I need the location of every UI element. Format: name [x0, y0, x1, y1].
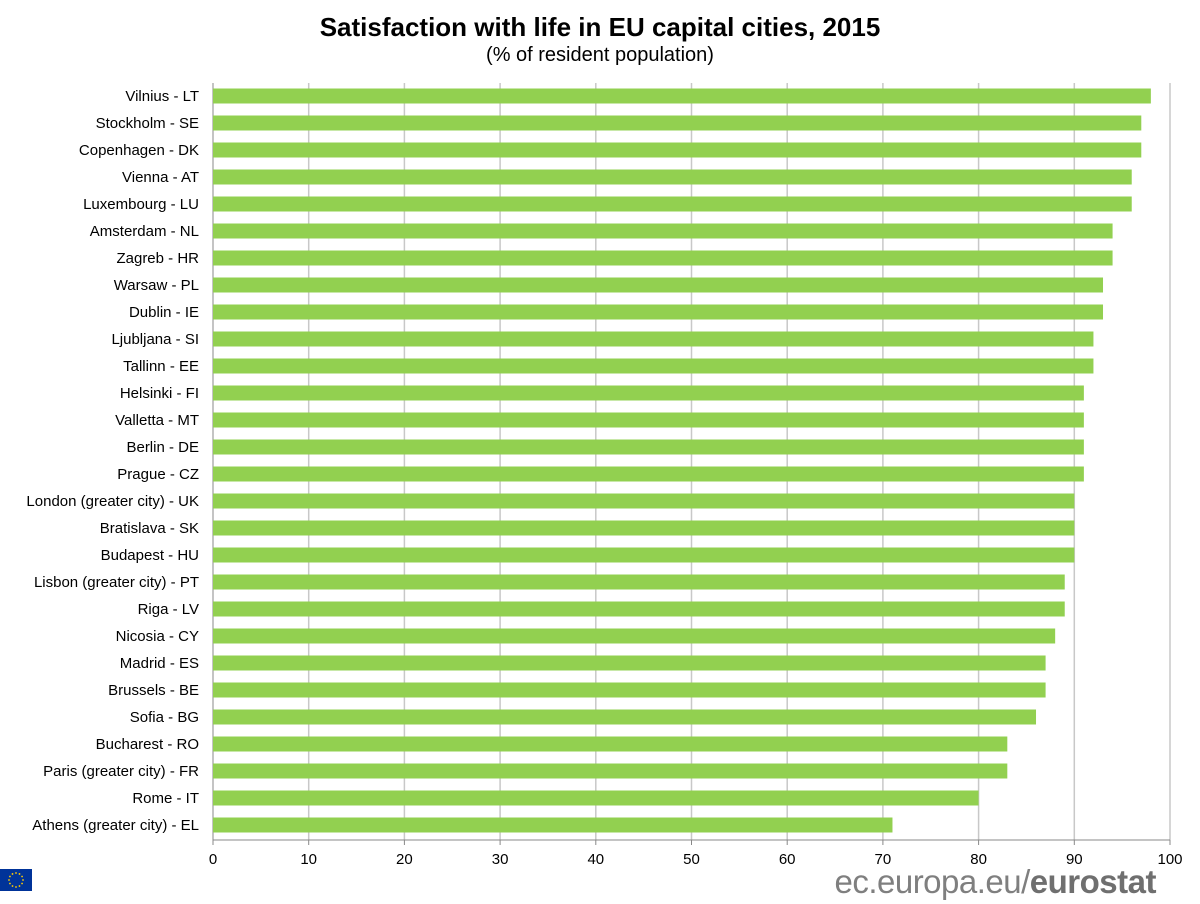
- x-tick-label: 60: [779, 851, 796, 868]
- category-label: Madrid - ES: [120, 655, 199, 672]
- source-footer: ec.europa.eu/eurostat: [834, 862, 1156, 902]
- category-label: Dublin - IE: [129, 304, 199, 321]
- category-label: Zagreb - HR: [116, 250, 199, 267]
- source-prefix: ec.europa.eu/: [834, 863, 1030, 900]
- star-icon: [11, 885, 14, 887]
- category-label: Paris (greater city) - FR: [43, 763, 199, 780]
- category-label: Bucharest - RO: [96, 736, 199, 753]
- x-tick-label: 0: [209, 851, 217, 868]
- x-tick-label: 20: [396, 851, 413, 868]
- x-tick-label: 70: [875, 851, 892, 868]
- star-icon: [21, 882, 23, 885]
- bar: [213, 574, 1065, 590]
- x-tick-label: 90: [1066, 851, 1083, 868]
- x-tick-label: 40: [587, 851, 604, 868]
- bar: [213, 817, 893, 833]
- star-icon: [21, 875, 23, 878]
- category-label: Bratislava - SK: [100, 520, 199, 537]
- bar: [213, 682, 1046, 698]
- bar: [213, 709, 1037, 725]
- bar: [213, 196, 1132, 212]
- category-label: Riga - LV: [138, 601, 199, 618]
- category-label: London (greater city) - UK: [26, 493, 199, 510]
- category-label: Budapest - HU: [101, 547, 199, 564]
- bar: [213, 358, 1094, 374]
- category-label: Valletta - MT: [115, 412, 199, 429]
- bar: [213, 601, 1065, 617]
- bar: [213, 628, 1056, 644]
- category-label: Nicosia - CY: [116, 628, 199, 645]
- category-label: Sofia - BG: [130, 709, 199, 726]
- x-tick-label: 80: [970, 851, 987, 868]
- bar: [213, 466, 1084, 482]
- bar: [213, 736, 1008, 752]
- category-label: Tallinn - EE: [123, 358, 199, 375]
- category-label: Prague - CZ: [117, 466, 199, 483]
- x-tick-label: 30: [492, 851, 509, 868]
- bar: [213, 493, 1075, 509]
- star-icon: [11, 873, 14, 875]
- category-label: Brussels - BE: [108, 682, 199, 699]
- bar: [213, 223, 1113, 239]
- category-label: Warsaw - PL: [114, 277, 199, 294]
- category-label: Vienna - AT: [122, 169, 199, 186]
- bar: [213, 331, 1094, 347]
- bar: [213, 520, 1075, 536]
- category-label: Copenhagen - DK: [79, 142, 199, 159]
- category-label: Rome - IT: [132, 790, 199, 807]
- star-icon: [15, 872, 17, 874]
- bar: [213, 439, 1084, 455]
- star-icon: [18, 873, 21, 875]
- bar: [213, 655, 1046, 671]
- star-icon: [18, 885, 21, 887]
- x-tick-label: 10: [300, 851, 317, 868]
- category-label: Lisbon (greater city) - PT: [34, 574, 199, 591]
- x-tick-label: 50: [683, 851, 700, 868]
- chart-title: Satisfaction with life in EU capital cit…: [319, 12, 881, 42]
- category-label: Helsinki - FI: [120, 385, 199, 402]
- star-icon: [22, 879, 24, 881]
- category-label: Athens (greater city) - EL: [32, 817, 199, 834]
- bar: [213, 169, 1132, 185]
- eu-flag-icon: [0, 869, 32, 891]
- bar: [213, 412, 1084, 428]
- bar: [213, 115, 1142, 131]
- star-icon: [8, 879, 10, 881]
- category-label: Stockholm - SE: [96, 115, 199, 132]
- bar: [213, 142, 1142, 158]
- star-icon: [9, 882, 11, 885]
- category-label: Ljubljana - SI: [111, 331, 199, 348]
- star-icon: [9, 875, 11, 878]
- bar: [213, 790, 979, 806]
- category-label: Vilnius - LT: [125, 88, 199, 105]
- bar: [213, 385, 1084, 401]
- bar: [213, 763, 1008, 779]
- source-brand: eurostat: [1029, 863, 1157, 900]
- bar: [213, 547, 1075, 563]
- category-label: Berlin - DE: [126, 439, 199, 456]
- x-tick-label: 100: [1157, 851, 1182, 868]
- category-label: Amsterdam - NL: [90, 223, 199, 240]
- bar: [213, 88, 1151, 104]
- chart-subtitle: (% of resident population): [486, 44, 714, 66]
- star-icon: [15, 886, 17, 888]
- category-label: Luxembourg - LU: [83, 196, 199, 213]
- bar: [213, 277, 1104, 293]
- bar: [213, 304, 1104, 320]
- bar: [213, 250, 1113, 266]
